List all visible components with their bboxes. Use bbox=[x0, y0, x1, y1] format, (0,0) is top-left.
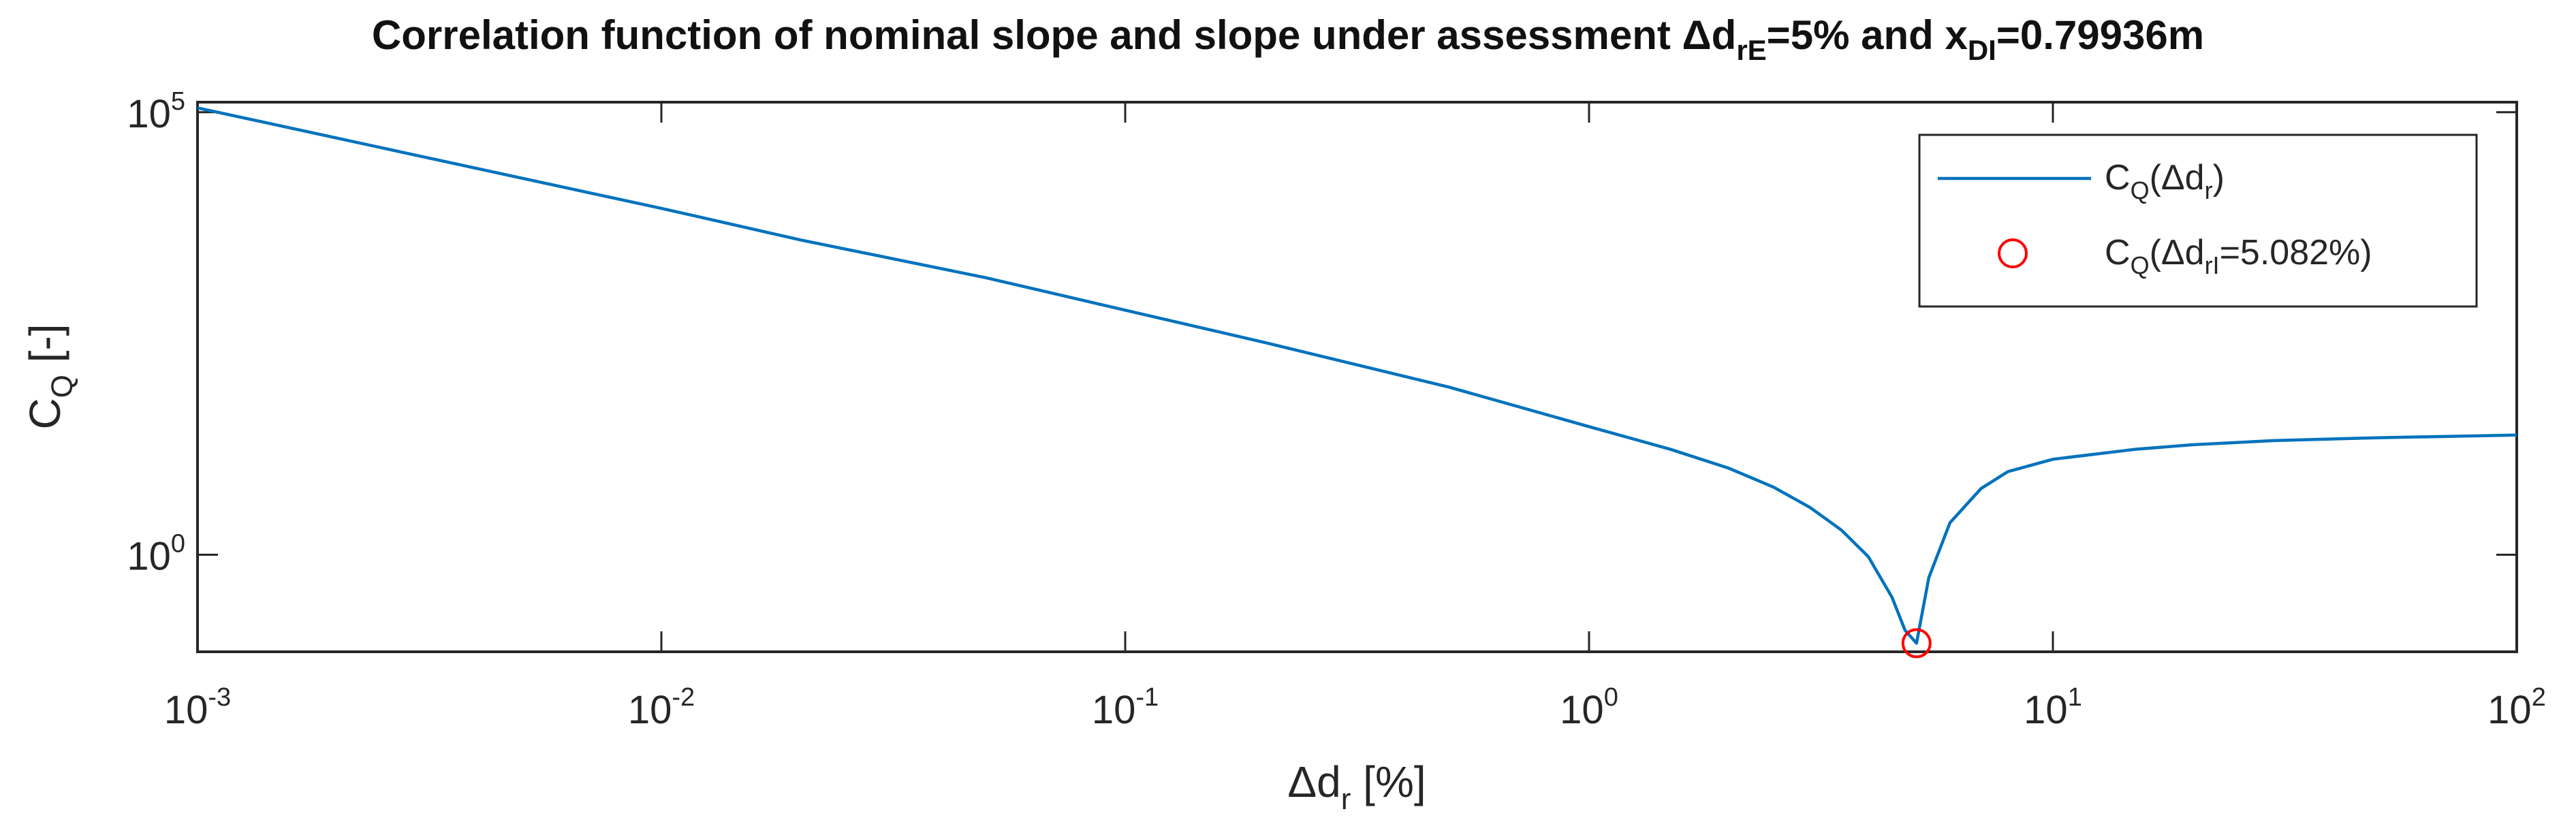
series-line-cq bbox=[197, 106, 2517, 645]
legend-marker-swatch bbox=[1998, 238, 2028, 268]
legend-entry-line: CQ(Δdr) bbox=[2105, 158, 2225, 204]
tick-marks bbox=[196, 102, 2518, 652]
y-tick-label: 105 bbox=[127, 87, 185, 136]
legend-box bbox=[1918, 133, 2478, 308]
x-tick-label: 101 bbox=[2024, 683, 2082, 732]
legend-entry-marker: CQ(ΔdrI=5.082%) bbox=[2105, 233, 2372, 279]
x-tick-label: 102 bbox=[2487, 683, 2546, 732]
series-marker-min bbox=[1901, 628, 1932, 659]
x-tick-label: 10-1 bbox=[1092, 683, 1159, 732]
y-tick-label: 100 bbox=[127, 529, 185, 578]
x-axis-label: Δdr [%] bbox=[1287, 757, 1426, 816]
y-tick-labels: 105 100 bbox=[127, 87, 185, 579]
x-tick-labels: 10-3 10-2 10-1 100 101 102 bbox=[164, 683, 2546, 732]
x-tick-label: 100 bbox=[1560, 683, 1618, 732]
x-tick-label: 10-3 bbox=[164, 683, 231, 732]
series-markers bbox=[1901, 628, 1932, 659]
chart-title: Correlation function of nominal slope an… bbox=[372, 12, 2204, 66]
y-axis-label: CQ [-] bbox=[20, 324, 79, 429]
legend: CQ(Δdr) CQ(ΔdrI=5.082%) bbox=[1918, 133, 2478, 308]
x-tick-label: 10-2 bbox=[628, 683, 695, 732]
